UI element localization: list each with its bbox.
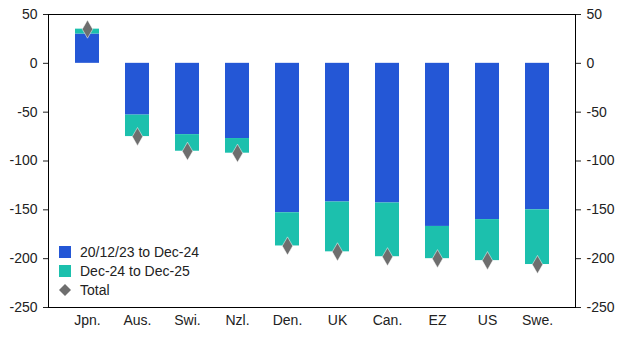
html-text:Total: Total <box>80 281 110 298</box>
svg-text:Swe.: Swe. <box>522 312 553 328</box>
svg-text:-200: -200 <box>9 250 37 266</box>
html-text:20/12/23 to Dec-24: 20/12/23 to Dec-24 <box>80 243 200 260</box>
svg-text:US: US <box>478 312 497 328</box>
svg-text:Swi.: Swi. <box>174 312 200 328</box>
svg-text:-100: -100 <box>9 152 37 168</box>
svg-text:-50: -50 <box>17 104 37 120</box>
svg-text:EZ: EZ <box>429 312 447 328</box>
svg-text:UK: UK <box>328 312 348 328</box>
svg-text:Nzl.: Nzl. <box>225 312 249 328</box>
svg-text:0: 0 <box>587 55 595 71</box>
svg-text:Can.: Can. <box>373 312 403 328</box>
svg-text:Aus.: Aus. <box>123 312 151 328</box>
svg-text:-250: -250 <box>9 299 37 315</box>
svg-text:-100: -100 <box>587 152 615 168</box>
svg-text:0: 0 <box>30 55 38 71</box>
svg-text:-250: -250 <box>587 299 615 315</box>
svg-text:50: 50 <box>587 6 603 22</box>
svg-text:Den.: Den. <box>273 312 303 328</box>
html-text:Dec-24 to Dec-25: Dec-24 to Dec-25 <box>80 262 190 279</box>
svg-text:-150: -150 <box>587 201 615 217</box>
svg-text:-200: -200 <box>587 250 615 266</box>
svg-text:-150: -150 <box>9 201 37 217</box>
svg-text:50: 50 <box>22 6 38 22</box>
svg-text:Jpn.: Jpn. <box>74 312 100 328</box>
svg-text:-50: -50 <box>587 104 607 120</box>
